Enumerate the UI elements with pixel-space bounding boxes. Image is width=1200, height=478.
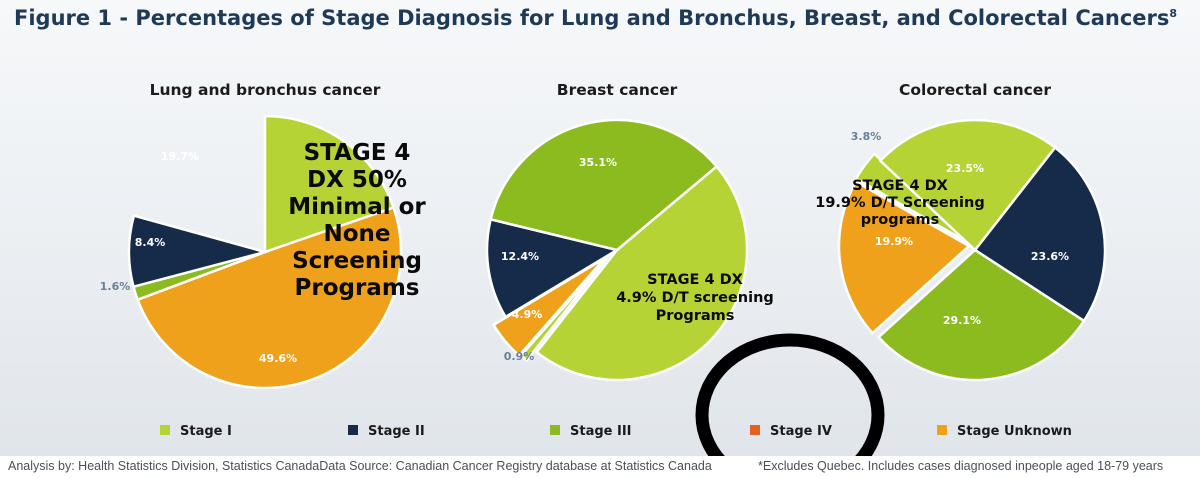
pie-slice-stage-ii bbox=[485, 217, 621, 319]
pie-slice-stage-iii bbox=[876, 248, 1086, 382]
highlight-circle bbox=[695, 333, 885, 478]
annotation-line: Programs bbox=[656, 308, 735, 324]
pie-slice-stage-iii bbox=[489, 118, 719, 252]
pie-slice-stage-iv bbox=[837, 180, 972, 335]
legend: Stage I Stage II Stage III Stage IV Stage Un… bbox=[160, 424, 1072, 439]
pie-chart-lung-and-bronchus-cancer: Lung and bronchus cancer 19.7% 8.4% 1.6% 49.… bbox=[100, 81, 426, 390]
legend-label: Stage II bbox=[368, 424, 425, 439]
footer-source: Analysis by: Health Statistics Division,… bbox=[8, 459, 712, 473]
legend-item-stage-ii: Stage II bbox=[348, 424, 425, 439]
pie-slice-stage-iv bbox=[491, 256, 606, 358]
pie-slice-stage-ii bbox=[973, 145, 1107, 323]
slice-label-stage-iv: 19.9% bbox=[875, 235, 913, 248]
legend-item-stage-i: Stage I bbox=[160, 424, 232, 439]
chart-title: Colorectal cancer bbox=[899, 81, 1051, 99]
slice-label-stage-ii: 23.6% bbox=[1031, 250, 1069, 263]
legend-item-stage-iii: Stage III bbox=[550, 424, 632, 439]
slice-label-stage-iii: 29.1% bbox=[943, 314, 981, 327]
annotation-line: Screening bbox=[292, 248, 422, 274]
pie-slice-stage-unknown bbox=[519, 257, 608, 363]
slice-label-stage-ii: 12.4% bbox=[501, 250, 539, 263]
pie-slice-stage-unknown bbox=[854, 152, 970, 245]
chart-annotation: STAGE 4 DX 4.9% D/T screening Programs bbox=[616, 272, 774, 324]
legend-swatch bbox=[550, 425, 560, 435]
legend-label: Stage III bbox=[570, 424, 632, 439]
slice-label-stage-iv: 4.9% bbox=[512, 308, 543, 321]
pie-chart-colorectal-cancer: Colorectal cancer 23.5% 23.6% 29.1% 19.9% 3.8… bbox=[815, 81, 1107, 382]
legend-swatch bbox=[348, 425, 358, 435]
slice-label-stage-i: 23.5% bbox=[946, 162, 984, 175]
chart-title: Lung and bronchus cancer bbox=[150, 81, 381, 99]
pie-slice-stage-i bbox=[534, 164, 749, 382]
slice-label-stage-i: 19.7% bbox=[161, 150, 199, 163]
annotation-line: STAGE 4 DX bbox=[647, 272, 743, 288]
slice-label-stage-unknown: 3.8% bbox=[851, 130, 882, 143]
legend-label: Stage Unknown bbox=[957, 424, 1072, 439]
legend-item-stage-unknown: Stage Unknown bbox=[937, 424, 1072, 439]
slice-label-stage-iv: 49.6% bbox=[259, 352, 297, 365]
annotation-line: Programs bbox=[295, 275, 420, 301]
pie-slice-stage-ii bbox=[127, 214, 270, 289]
footer-bar bbox=[0, 456, 1200, 478]
annotation-line: Minimal or bbox=[288, 194, 426, 220]
pie-chart-breast-cancer: Breast cancer 12.4% 35.1% 4.9% 0.9% STAGE 4 D… bbox=[485, 81, 774, 382]
annotation-line: None bbox=[323, 221, 390, 247]
annotation-line: 4.9% D/T screening bbox=[616, 290, 774, 306]
legend-swatch bbox=[160, 425, 170, 435]
annotation-line: DX 50% bbox=[307, 167, 407, 193]
legend-swatch bbox=[937, 425, 947, 435]
slice-label-stage-iii: 35.1% bbox=[579, 156, 617, 169]
chart-title: Breast cancer bbox=[557, 81, 678, 99]
slice-label-stage-ii: 8.4% bbox=[135, 236, 166, 249]
annotation-line: programs bbox=[861, 212, 940, 228]
chart-annotation: STAGE 4DX 50%Minimal orNoneScreeningProg… bbox=[288, 140, 426, 301]
annotation-line: STAGE 4 bbox=[304, 140, 411, 166]
figure-title: Figure 1 - Percentages of Stage Diagnosi… bbox=[14, 6, 1178, 30]
annotation-line: STAGE 4 DX bbox=[852, 178, 948, 194]
legend-item-stage-iv: Stage IV bbox=[750, 424, 832, 439]
footer-note: *Excludes Quebec. Includes cases diagnos… bbox=[758, 459, 1164, 473]
legend-label: Stage IV bbox=[770, 424, 832, 439]
slice-label-stage-iii: 1.6% bbox=[100, 280, 131, 293]
annotation-line: 19.9% D/T Screening bbox=[815, 195, 984, 211]
slice-label-stage-unknown: 0.9% bbox=[504, 350, 535, 363]
pie-slice-stage-i bbox=[878, 118, 1057, 252]
legend-label: Stage I bbox=[180, 424, 232, 439]
legend-swatch bbox=[750, 425, 760, 435]
pie-slice-stage-iv bbox=[136, 205, 403, 390]
